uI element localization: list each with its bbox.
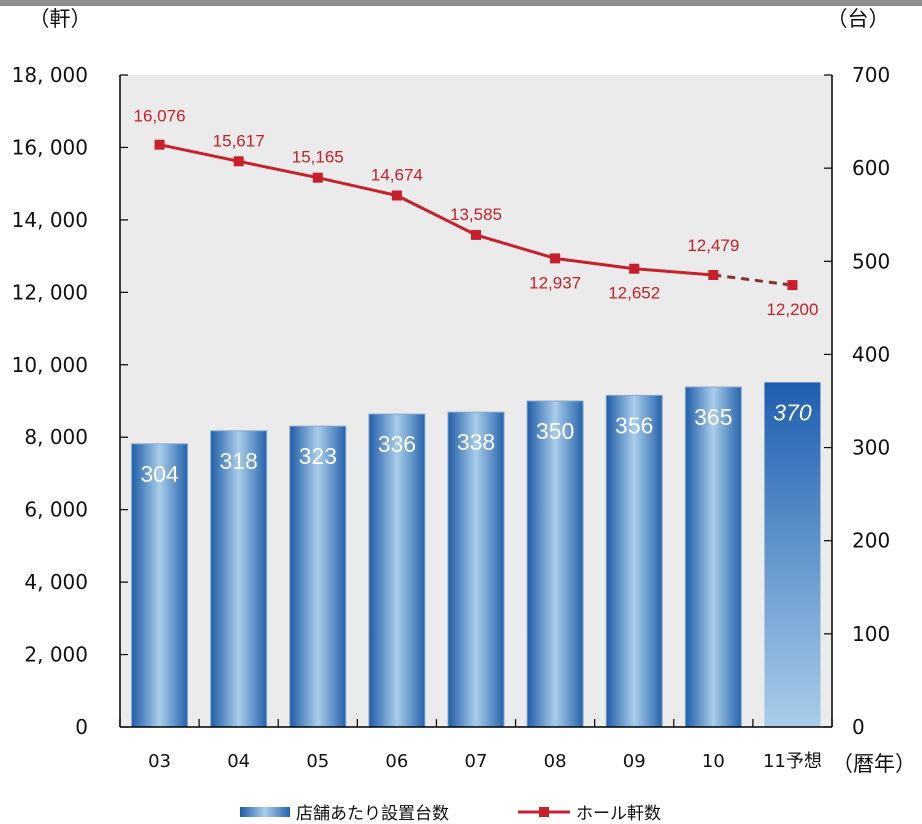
legend: 店舗あたり設置台数 ホール軒数 (240, 804, 661, 824)
x-tick-label: 06 (385, 751, 408, 772)
bar-04 (210, 430, 268, 728)
bar-09 (605, 394, 663, 728)
bar-06 (368, 413, 426, 728)
right-tick-label: 100 (852, 622, 890, 646)
right-tick-label: 200 (852, 529, 890, 553)
x-tick-label: 07 (465, 751, 488, 772)
right-tick-label: 500 (852, 249, 890, 273)
line-value-label: 15,165 (292, 148, 344, 167)
hall-count-marker (629, 263, 640, 274)
left-tick-label: 18, 000 (12, 63, 88, 87)
right-tick-label: 300 (852, 436, 890, 460)
legend-line-label: ホール軒数 (576, 804, 661, 824)
hall-count-marker (708, 269, 719, 280)
bar-07 (447, 411, 505, 728)
legend-line-marker (539, 807, 549, 817)
line-value-label: 12,652 (608, 284, 660, 303)
left-tick-label: 2, 000 (24, 643, 88, 667)
left-tick-label: 8, 000 (24, 425, 88, 449)
hall-count-line (159, 143, 714, 277)
bar-value-label: 318 (219, 448, 257, 474)
x-axis-label: （暦年） (832, 752, 916, 776)
hall-count-marker (550, 253, 561, 264)
x-tick-label: 10 (702, 751, 725, 772)
line-value-label: 16,076 (134, 107, 186, 126)
right-tick-label: 400 (852, 342, 890, 366)
left-tick-label: 6, 000 (24, 498, 88, 522)
hall-count-marker (471, 229, 481, 240)
bar-value-label: 336 (378, 431, 416, 457)
hall-count-marker (233, 156, 244, 167)
hall-count-marker (787, 280, 798, 291)
left-tick-label: 14, 000 (12, 208, 88, 232)
x-tick-label: 08 (544, 751, 567, 772)
right-tick-label: 700 (852, 63, 890, 87)
right-tick-label: 0 (852, 715, 865, 739)
bar-11予想 (764, 382, 821, 727)
x-tick-label: 05 (306, 751, 329, 772)
bar-value-label: 323 (299, 443, 337, 469)
bar-value-label: 338 (457, 429, 495, 455)
line-value-label: 12,200 (766, 300, 818, 319)
line-value-label: 12,479 (687, 236, 739, 255)
bar-value-label: 304 (140, 461, 179, 487)
bar-05 (289, 425, 347, 728)
left-axis-unit: （軒） (29, 7, 92, 31)
bar-10 (684, 386, 742, 728)
legend-bar-swatch (240, 807, 290, 817)
bar-value-label: 365 (694, 404, 732, 430)
hall-count-marker (312, 172, 323, 183)
bar-value-label: 356 (615, 412, 653, 438)
left-tick-label: 4, 000 (24, 570, 88, 594)
hall-count-marker (391, 190, 402, 201)
left-tick-label: 10, 000 (12, 353, 88, 377)
left-tick-label: 12, 000 (12, 280, 88, 304)
right-axis-unit: （台） (827, 7, 890, 31)
bar-value-label: 370 (773, 399, 812, 425)
x-tick-label: 04 (227, 751, 250, 772)
top-rule (0, 0, 922, 6)
line-value-label: 12,937 (529, 273, 581, 292)
x-tick-label: 03 (148, 751, 171, 772)
bar-08 (526, 400, 584, 728)
bar-value-label: 350 (536, 418, 574, 444)
bar-03 (131, 443, 189, 728)
line-value-label: 14,674 (371, 165, 423, 184)
left-tick-label: 16, 000 (12, 135, 88, 159)
right-tick-label: 600 (852, 156, 890, 180)
left-tick-label: 0 (75, 715, 88, 739)
line-value-label: 15,617 (213, 131, 265, 150)
line-value-label: 13,585 (450, 205, 502, 224)
legend-bar-label: 店舗あたり設置台数 (296, 804, 449, 824)
x-tick-label: 09 (623, 751, 646, 772)
x-tick-label: 11予想 (763, 751, 822, 772)
hall-count-marker (154, 139, 165, 150)
